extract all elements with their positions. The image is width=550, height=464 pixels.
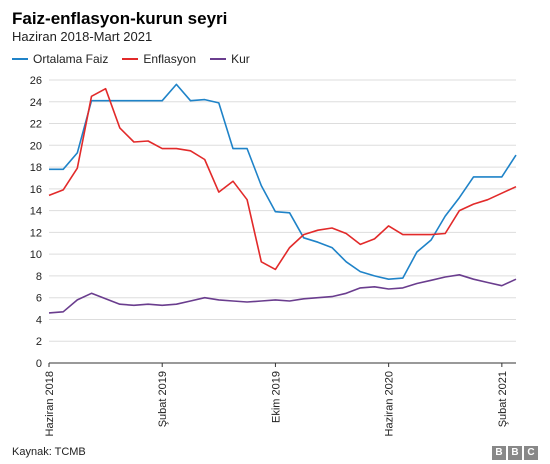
y-tick-label: 6 [36,293,42,305]
y-tick-label: 24 [30,97,42,109]
x-tick-label: Haziran 2018 [44,371,56,436]
y-tick-label: 18 [30,162,42,174]
legend-item-enflasyon: Enflasyon [122,52,196,66]
legend: Ortalama Faiz Enflasyon Kur [12,52,250,66]
series-line-enflasyon [48,87,517,271]
logo-letter: C [524,446,538,460]
logo-letter: B [508,446,522,460]
legend-swatch-faiz [12,58,28,60]
y-tick-label: 2 [36,336,42,348]
legend-item-faiz: Ortalama Faiz [12,52,108,66]
y-tick-label: 16 [30,184,42,196]
x-tick-label: Şubat 2021 [497,371,509,427]
x-tick-label: Ekim 2019 [270,371,282,423]
y-tick-label: 12 [30,227,42,239]
legend-swatch-kur [210,58,227,60]
y-tick-label: 10 [30,249,42,261]
legend-label-faiz: Ortalama Faiz [33,52,109,66]
y-tick-label: 4 [36,314,42,326]
legend-swatch-enflasyon [122,58,139,60]
y-tick-label: 20 [30,140,42,152]
legend-label-enflasyon: Enflasyon [143,52,197,66]
legend-label-kur: Kur [231,52,250,66]
y-tick-label: 8 [36,271,42,283]
chart-title: Faiz-enflasyon-kurun seyri [12,9,228,28]
logo-letter: B [492,446,506,460]
source-note: Kaynak: TCMB [12,446,86,458]
legend-item-kur: Kur [210,52,250,66]
x-tick-label: Şubat 2019 [157,371,169,427]
y-tick-label: 22 [30,119,42,131]
series-line-ortalama-faiz [49,83,517,281]
chart-subtitle: Haziran 2018-Mart 2021 [12,29,153,44]
x-tick-label: Haziran 2020 [384,371,396,436]
series-line-kur [48,273,517,314]
y-tick-label: 14 [30,206,42,218]
bbc-logo: B B C [492,446,538,460]
y-tick-label: 26 [30,75,42,87]
y-tick-label: 0 [36,358,42,370]
